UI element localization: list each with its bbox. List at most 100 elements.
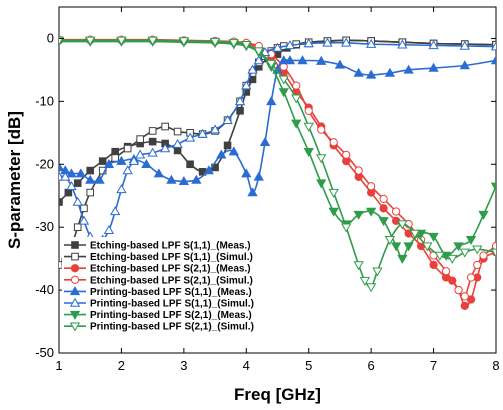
data-point [73, 223, 82, 231]
legend-marker [71, 252, 79, 261]
legend-entry: Etching-based LPF S(1,1)_(Simul.) [64, 252, 253, 263]
data-point [253, 55, 264, 65]
data-point [372, 267, 383, 277]
data-point [466, 273, 476, 282]
data-point [86, 188, 95, 197]
data-point [284, 40, 296, 50]
data-point [247, 187, 258, 197]
legend-entry: Etching-based LPF S(2,1)_(Simul.) [64, 275, 253, 286]
data-point [341, 37, 352, 47]
data-point [122, 165, 133, 175]
legend-marker [70, 275, 80, 284]
y-tick-label: -40 [35, 282, 54, 297]
data-point [454, 285, 463, 295]
data-point [178, 175, 190, 185]
data-point [365, 38, 377, 48]
data-point [304, 106, 313, 115]
data-point [491, 241, 496, 251]
x-tick-label: 7 [430, 358, 437, 373]
data-point [316, 55, 327, 65]
series-8 [59, 36, 496, 293]
data-point [184, 132, 196, 142]
x-tick-label: 1 [55, 358, 62, 373]
data-point [241, 41, 252, 51]
data-point [278, 88, 289, 98]
data-point [390, 242, 402, 252]
data-point [147, 147, 158, 157]
data-point [397, 39, 408, 49]
x-tick-label: 4 [243, 358, 250, 373]
data-point [291, 119, 302, 129]
data-point [103, 158, 115, 168]
data-point [478, 210, 489, 220]
data-point [159, 143, 171, 153]
x-tick-label: 8 [492, 358, 499, 373]
data-point [297, 55, 308, 65]
data-point [123, 144, 132, 153]
data-point [59, 36, 65, 46]
data-point [379, 194, 388, 204]
data-point [223, 141, 232, 150]
x-tick-label: 3 [180, 358, 187, 373]
data-point [359, 276, 371, 286]
data-point [353, 210, 364, 220]
data-point [284, 55, 296, 65]
data-point [459, 248, 470, 258]
data-point [98, 157, 107, 165]
legend-entry: Printing-based LPF S(1,1)_(Simul.) [64, 297, 254, 310]
data-point [342, 150, 351, 159]
data-point [228, 146, 239, 156]
data-point [397, 220, 408, 230]
data-point [136, 135, 144, 143]
legend-label: Printing-based LPF S(2,1)_(Simul.) [90, 322, 254, 333]
data-point [241, 80, 252, 90]
data-point [186, 160, 194, 169]
data-point [459, 60, 470, 70]
data-point [415, 229, 427, 239]
data-point [253, 171, 264, 181]
data-point [379, 204, 388, 213]
legend-marker [69, 322, 81, 332]
legend-marker [69, 286, 81, 296]
legend-label: Etching-based LPF S(1,1)_(Simul.) [90, 252, 253, 263]
data-point [266, 59, 277, 69]
legend-marker [69, 297, 81, 307]
data-point [434, 251, 445, 261]
data-point [103, 225, 115, 235]
data-point [353, 67, 364, 77]
data-point [328, 188, 339, 198]
data-point [391, 207, 401, 216]
data-point [460, 292, 469, 301]
data-point [303, 38, 314, 48]
legend-marker [70, 264, 80, 273]
data-point [341, 223, 352, 233]
data-point [228, 39, 239, 49]
y-tick-label: -20 [35, 156, 54, 171]
data-point [316, 179, 327, 189]
y-tick-label: -50 [35, 345, 54, 360]
legend-entry: Printing-based LPF S(2,1)_(Meas.) [64, 310, 252, 321]
data-point [75, 168, 87, 178]
data-point [247, 64, 258, 74]
data-point [428, 232, 439, 242]
y-axis-title: S-parameter [dB] [5, 111, 24, 249]
data-point [161, 122, 169, 131]
axes-layer: 1 2 3 4 5 6 7 8 0 -10 -20 -30 -40 -50 [35, 7, 500, 373]
data-point [334, 59, 346, 69]
data-point [354, 166, 363, 175]
data-point [253, 47, 264, 57]
data-point [278, 55, 289, 65]
series-line [59, 39, 496, 266]
data-point [148, 127, 157, 135]
data-point [141, 158, 152, 168]
data-point [94, 174, 105, 184]
data-point [216, 149, 227, 159]
data-point [378, 217, 389, 227]
data-point [428, 62, 439, 72]
data-point [460, 301, 469, 310]
data-point [259, 136, 271, 146]
data-point [328, 207, 339, 217]
data-point [172, 138, 183, 148]
data-point [397, 254, 408, 264]
data-point [64, 188, 73, 197]
